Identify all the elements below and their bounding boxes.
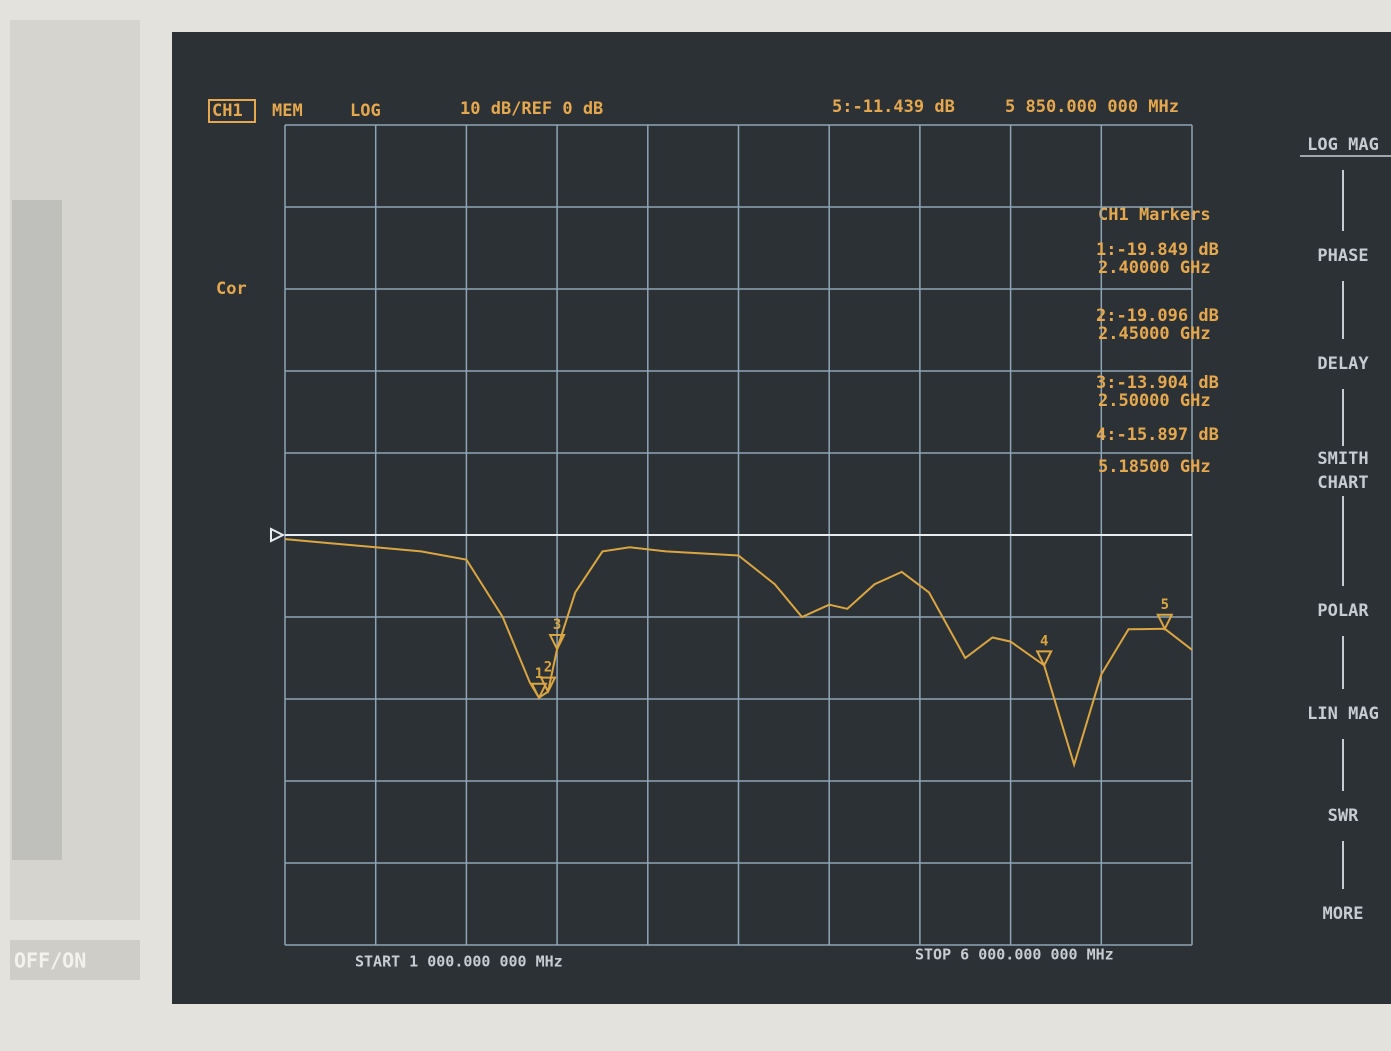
marker-value: 4:-15.897 dB bbox=[1096, 425, 1219, 445]
active-marker-freq: 5 850.000 000 MHz bbox=[1005, 97, 1179, 117]
stop-freq: STOP 6 000.000 000 MHz bbox=[915, 946, 1114, 964]
left-slot bbox=[12, 200, 62, 860]
status: Cor bbox=[216, 279, 247, 299]
screen bbox=[172, 32, 1391, 1004]
mem: MEM bbox=[272, 101, 303, 121]
start-freq: START 1 000.000 000 MHz bbox=[355, 953, 563, 971]
format: LOG bbox=[350, 101, 381, 121]
marker-label: 2 bbox=[544, 660, 552, 676]
marker-freq: 2.50000 GHz bbox=[1098, 391, 1211, 411]
softkey-label: CHART bbox=[1317, 473, 1368, 493]
marker-value: 1:-19.849 dB bbox=[1096, 240, 1219, 260]
softkey-label: SWR bbox=[1328, 806, 1359, 826]
softkey-label: POLAR bbox=[1317, 601, 1369, 621]
channel: CH1 bbox=[212, 101, 243, 121]
softkey-label: PHASE bbox=[1317, 246, 1368, 266]
marker-table-title: CH1 Markers bbox=[1098, 205, 1211, 225]
marker-freq: 2.45000 GHz bbox=[1098, 324, 1211, 344]
marker-label: 5 bbox=[1161, 597, 1169, 613]
softkey-label: SMITH bbox=[1317, 449, 1368, 469]
softkey-label: MORE bbox=[1323, 904, 1364, 924]
softkey-label: LIN MAG bbox=[1307, 704, 1379, 724]
marker-freq: 2.40000 GHz bbox=[1098, 258, 1211, 278]
power-label: OFF/ON bbox=[14, 949, 86, 973]
instrument: OFF/ON CH1 MEM LOG 10 dB/REF 0 dB 5:-11.… bbox=[0, 0, 1391, 1051]
marker-label: 4 bbox=[1040, 633, 1048, 649]
softkey-label: LOG MAG bbox=[1307, 135, 1379, 155]
marker-label: 3 bbox=[553, 617, 561, 633]
page: OFF/ON CH1 MEM LOG 10 dB/REF 0 dB 5:-11.… bbox=[0, 0, 1391, 1051]
marker-value: 2:-19.096 dB bbox=[1096, 306, 1219, 326]
softkey-label: DELAY bbox=[1317, 354, 1369, 374]
marker-freq: 5.18500 GHz bbox=[1098, 457, 1211, 477]
marker-value: 3:-13.904 dB bbox=[1096, 373, 1219, 393]
active-marker-value: 5:-11.439 dB bbox=[832, 97, 955, 117]
scale: 10 dB/REF 0 dB bbox=[460, 99, 603, 119]
